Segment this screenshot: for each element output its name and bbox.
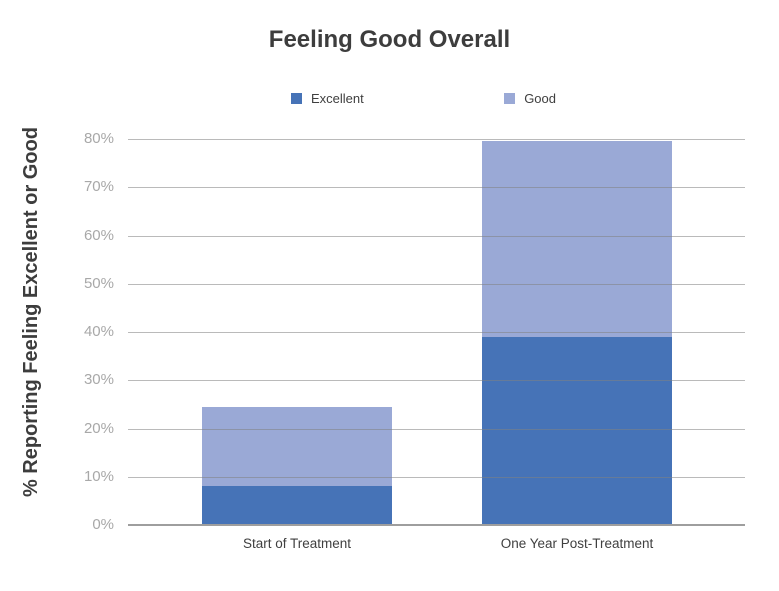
- gridline-50: [128, 283, 745, 285]
- gridline-10: [128, 476, 745, 478]
- y-tick-label-60: 60%: [83, 226, 114, 244]
- category-label-2: One Year Post-Treatment: [500, 536, 654, 551]
- gridline-70: [128, 187, 745, 189]
- legend: Excellent Good: [291, 91, 556, 106]
- category-label-1: Start of Treatment: [242, 536, 352, 551]
- y-tick-label-0: 0%: [92, 516, 114, 533]
- chart-title: Feeling Good Overall: [268, 26, 511, 53]
- gridline-60: [128, 235, 745, 237]
- legend-item-excellent: Excellent: [291, 91, 364, 106]
- legend-item-good: Good: [504, 91, 556, 106]
- y-axis-title: % Reporting Feeling Excellent or Good: [20, 126, 42, 498]
- gridline-20: [128, 428, 745, 430]
- gridline-80: [128, 139, 745, 140]
- legend-label: Excellent: [311, 91, 364, 106]
- bar-segment-good-2: [482, 141, 672, 337]
- y-tick-label-70: 70%: [83, 178, 114, 196]
- y-tick-label-20: 20%: [83, 419, 114, 437]
- bar-segment-good-1: [202, 406, 392, 487]
- plot-area: [128, 139, 745, 526]
- legend-swatch-icon: [504, 93, 516, 104]
- x-axis-line: [128, 524, 745, 526]
- legend-label: Good: [524, 91, 556, 106]
- bar-segment-excellent-2: [482, 336, 672, 525]
- y-tick-label-10: 10%: [83, 467, 114, 485]
- y-tick-label-80: 80%: [83, 130, 114, 147]
- gridline-30: [128, 380, 745, 382]
- y-tick-label-50: 50%: [83, 274, 114, 292]
- y-tick-label-40: 40%: [83, 323, 114, 340]
- y-tick-label-30: 30%: [83, 371, 114, 389]
- legend-swatch-icon: [291, 93, 302, 104]
- bar-segment-excellent-1: [202, 486, 392, 525]
- gridline-40: [128, 332, 745, 333]
